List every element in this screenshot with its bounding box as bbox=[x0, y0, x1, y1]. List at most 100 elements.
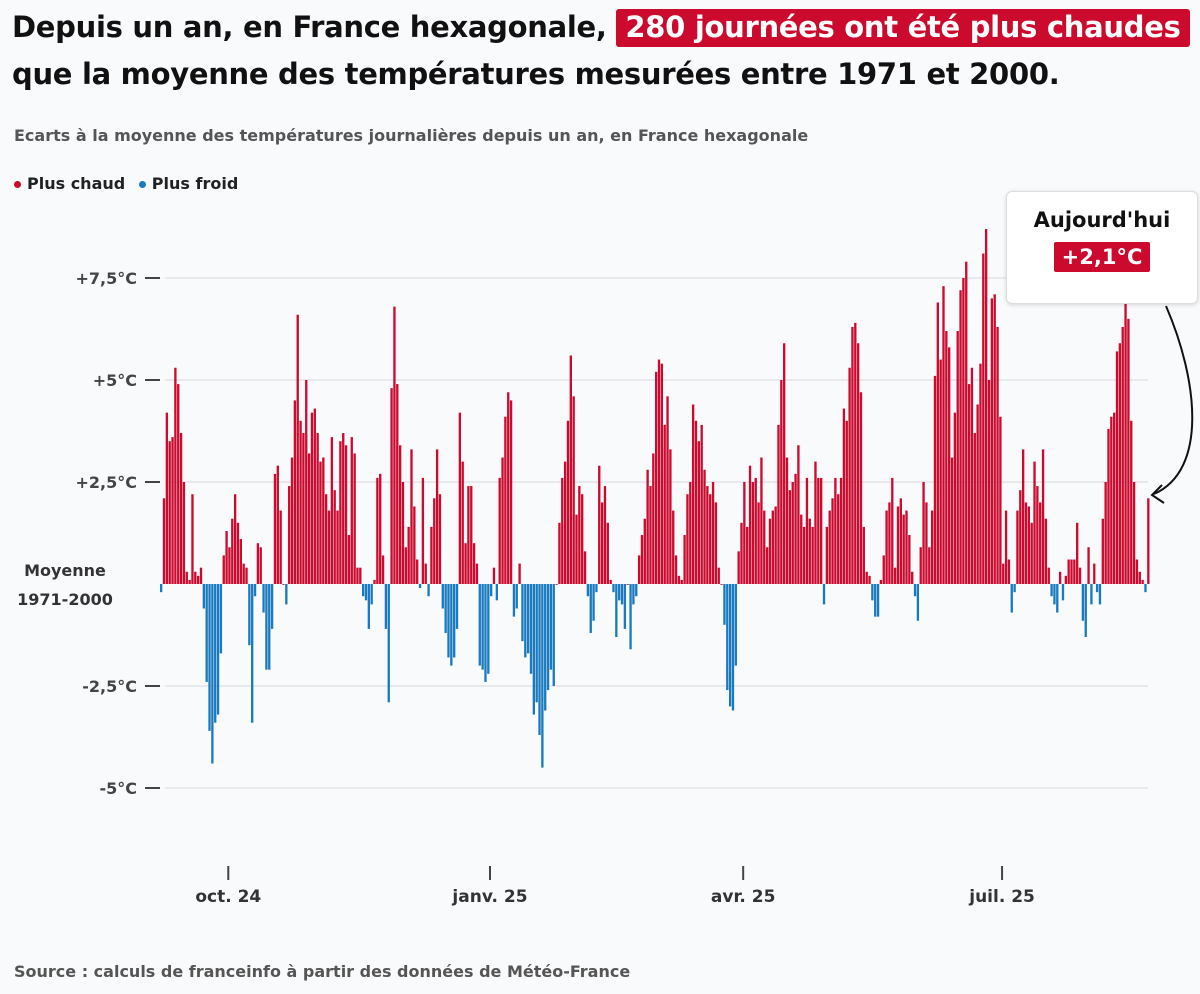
bar-day-269 bbox=[925, 502, 928, 584]
bar-day-113 bbox=[481, 584, 484, 670]
bar-day-5 bbox=[174, 367, 177, 584]
bar-day-207 bbox=[748, 465, 752, 584]
bar-day-112 bbox=[478, 584, 481, 666]
bar-day-169 bbox=[640, 535, 644, 584]
bar-day-121 bbox=[504, 416, 507, 584]
bar-day-27 bbox=[236, 522, 240, 584]
bar-day-239 bbox=[839, 477, 843, 584]
bar-day-173 bbox=[652, 453, 655, 584]
bar-day-53 bbox=[310, 412, 314, 584]
bar-day-260 bbox=[899, 498, 902, 584]
bar-day-52 bbox=[307, 453, 311, 584]
bar-day-51 bbox=[305, 380, 308, 584]
bar-day-157 bbox=[606, 522, 609, 584]
bar-day-220 bbox=[785, 457, 789, 584]
bar-day-65 bbox=[344, 445, 348, 584]
bar-day-320 bbox=[1070, 559, 1073, 584]
bar-day-99 bbox=[441, 584, 444, 609]
bar-day-1 bbox=[162, 498, 166, 584]
bar-day-155 bbox=[600, 502, 604, 584]
bar-day-315 bbox=[1056, 584, 1059, 613]
bar-day-25 bbox=[231, 518, 234, 584]
callout-arrow-head bbox=[1150, 484, 1165, 504]
bar-day-45 bbox=[288, 486, 291, 584]
bar-day-275 bbox=[942, 286, 945, 584]
bar-day-279 bbox=[953, 412, 957, 584]
bar-day-15 bbox=[202, 584, 205, 609]
bar-day-208 bbox=[751, 482, 755, 584]
bar-day-134 bbox=[541, 584, 544, 768]
y-tick-label-0: +7,5°C bbox=[76, 269, 138, 288]
bar-day-88 bbox=[410, 449, 413, 584]
bar-day-246 bbox=[859, 392, 863, 584]
bar-day-178 bbox=[666, 396, 669, 584]
bar-day-0 bbox=[160, 584, 163, 593]
bar-day-34 bbox=[256, 543, 260, 584]
bar-day-293 bbox=[993, 294, 996, 584]
bar-day-311 bbox=[1044, 518, 1048, 584]
bar-day-271 bbox=[930, 510, 934, 584]
bar-day-192 bbox=[706, 486, 709, 584]
bar-day-283 bbox=[965, 261, 968, 584]
bar-day-282 bbox=[962, 278, 965, 584]
bar-day-50 bbox=[302, 433, 305, 584]
bar-day-247 bbox=[862, 526, 865, 584]
bar-day-153 bbox=[595, 584, 598, 593]
bar-day-346 bbox=[1144, 584, 1147, 593]
bar-day-202 bbox=[734, 584, 737, 666]
bar-day-321 bbox=[1073, 559, 1076, 584]
bar-day-71 bbox=[361, 584, 365, 597]
bar-day-232 bbox=[820, 477, 823, 584]
bar-day-56 bbox=[319, 461, 322, 584]
bar-day-28 bbox=[239, 539, 242, 584]
bar-day-64 bbox=[342, 433, 345, 584]
bar-day-168 bbox=[637, 555, 641, 584]
bar-day-200 bbox=[728, 584, 732, 707]
bar-day-70 bbox=[359, 567, 362, 584]
bar-day-225 bbox=[800, 514, 803, 584]
bar-day-334 bbox=[1110, 416, 1113, 584]
bar-day-281 bbox=[959, 290, 962, 584]
bar-day-222 bbox=[791, 482, 794, 584]
bar-day-298 bbox=[1007, 559, 1011, 584]
y-tick-label-3: -2,5°C bbox=[82, 677, 137, 696]
bar-day-160 bbox=[615, 584, 618, 638]
bar-day-137 bbox=[549, 584, 553, 670]
bar-day-184 bbox=[683, 535, 686, 584]
bar-day-61 bbox=[333, 490, 336, 584]
bar-day-216 bbox=[774, 506, 777, 584]
x-tick-label-0: oct. 24 bbox=[195, 887, 261, 907]
bar-day-221 bbox=[788, 490, 792, 584]
bar-day-313 bbox=[1050, 584, 1053, 597]
bar-day-273 bbox=[936, 302, 939, 584]
bar-day-280 bbox=[956, 331, 959, 584]
bar-day-151 bbox=[589, 584, 592, 633]
bar-day-205 bbox=[743, 482, 746, 584]
bar-day-109 bbox=[470, 486, 473, 584]
bar-day-285 bbox=[970, 367, 974, 584]
bar-day-304 bbox=[1024, 502, 1028, 584]
bar-day-165 bbox=[629, 584, 632, 650]
bar-day-161 bbox=[618, 584, 621, 601]
baseline-label-line1: Moyenne bbox=[24, 561, 106, 580]
bar-day-218 bbox=[780, 380, 783, 584]
chart-subtitle: Ecarts à la moyenne des températures jou… bbox=[14, 126, 809, 145]
bar-day-9 bbox=[185, 571, 188, 584]
legend-warm-label: Plus chaud bbox=[27, 174, 126, 193]
bar-day-87 bbox=[407, 526, 410, 584]
bar-day-124 bbox=[512, 584, 516, 617]
bar-day-210 bbox=[757, 502, 760, 584]
bar-day-163 bbox=[623, 584, 627, 629]
bar-day-229 bbox=[811, 526, 814, 584]
bar-day-255 bbox=[885, 510, 888, 584]
bar-day-329 bbox=[1095, 584, 1099, 593]
bar-day-126 bbox=[518, 563, 521, 584]
bar-day-103 bbox=[453, 584, 456, 658]
y-tick-label-1: +5°C bbox=[93, 371, 137, 390]
bar-day-138 bbox=[552, 584, 555, 686]
bar-day-170 bbox=[643, 518, 646, 584]
today-value: +2,1°C bbox=[1053, 242, 1151, 272]
bar-day-191 bbox=[703, 469, 706, 584]
bar-day-292 bbox=[990, 298, 994, 584]
baseline-label-line2: 1971-2000 bbox=[17, 590, 113, 609]
